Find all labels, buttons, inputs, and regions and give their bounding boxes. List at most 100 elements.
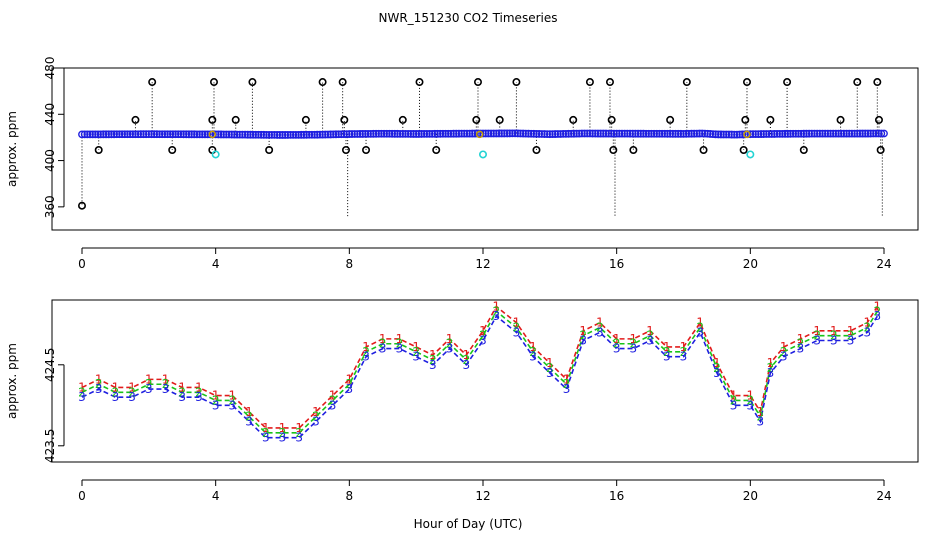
baseline-marker: [711, 130, 720, 139]
baseline-marker: [342, 130, 351, 139]
baseline-marker: [569, 129, 578, 138]
series-2-label: 2: [546, 361, 554, 375]
series-1-label: 1: [412, 340, 420, 354]
baseline-marker: [86, 130, 94, 139]
series-2-label: 2: [830, 329, 838, 343]
baseline-marker: [142, 130, 151, 139]
series-2-label: 2: [178, 385, 186, 399]
baseline-marker: [144, 130, 153, 139]
baseline-marker: [168, 130, 177, 139]
baseline-marker: [866, 129, 875, 138]
baseline-marker: [302, 130, 311, 139]
baseline-marker: [823, 129, 832, 138]
baseline-marker: [388, 129, 397, 138]
baseline-marker: [324, 130, 332, 139]
baseline-marker: [545, 130, 554, 139]
baseline-marker: [674, 129, 683, 138]
series-1-label: 1: [696, 316, 704, 330]
baseline-marker: [765, 130, 773, 138]
baseline-marker: [278, 131, 287, 139]
series-1-label: 1: [613, 332, 621, 346]
baseline-marker: [187, 130, 196, 139]
top-y-tick-label: 400: [43, 149, 57, 172]
baseline-marker: [556, 130, 565, 138]
series-3-label: 3: [362, 350, 370, 364]
series-3-label: 3: [630, 342, 638, 356]
spike-marker: [318, 78, 327, 87]
baseline-marker: [283, 131, 292, 139]
baseline-marker: [390, 129, 399, 138]
series-1-label: 1: [329, 389, 337, 403]
baseline-marker: [631, 129, 640, 138]
baseline-marker: [588, 129, 597, 138]
baseline-marker: [158, 130, 167, 139]
top-x-tick-label: 4: [212, 257, 220, 271]
baseline-marker: [404, 130, 413, 138]
top-x-tick-label: 16: [609, 257, 624, 271]
series-3-label: 3: [797, 342, 805, 356]
series-1-label: 1: [128, 380, 136, 394]
spike-marker: [766, 115, 775, 124]
baseline-marker: [139, 130, 148, 139]
series-1-label: 1: [396, 332, 404, 346]
baseline-marker: [393, 129, 402, 138]
baseline-marker: [733, 130, 741, 139]
baseline-marker: [666, 129, 675, 138]
series-3-label: 3: [596, 325, 604, 339]
series-2-label: 2: [412, 345, 420, 359]
baseline-marker: [465, 129, 474, 138]
baseline-marker: [503, 129, 511, 138]
baseline-marker: [219, 130, 228, 139]
series-2-label: 2: [245, 410, 253, 424]
series-2-label: 2: [162, 377, 170, 391]
series-1-label: 1: [446, 332, 454, 346]
spike-marker: [148, 78, 157, 87]
series-3-label: 3: [229, 398, 237, 412]
baseline-marker: [249, 130, 257, 139]
series-2-label: 2: [195, 385, 203, 399]
baseline-marker: [259, 130, 268, 139]
baseline-marker: [273, 131, 282, 139]
series-3-label: 3: [379, 342, 387, 356]
spike-marker: [94, 146, 103, 155]
baseline-marker: [829, 129, 838, 138]
spike-marker: [605, 78, 614, 87]
baseline-marker: [227, 130, 236, 139]
series-3-line: [81, 314, 878, 439]
baseline-marker: [527, 129, 536, 138]
series-2-label: 2: [663, 345, 671, 359]
baseline-marker: [663, 129, 672, 138]
series-1-label: 1: [362, 340, 370, 354]
baseline-marker: [807, 129, 816, 138]
baseline-marker: [366, 129, 375, 138]
spike-marker: [609, 146, 618, 155]
top-y-tick-label: 480: [43, 57, 57, 80]
baseline-marker: [318, 130, 327, 139]
baseline-marker: [880, 129, 888, 138]
baseline-marker: [329, 130, 338, 139]
baseline-marker: [102, 130, 110, 139]
cyan-marker: [211, 150, 220, 159]
spike-marker: [362, 146, 371, 155]
spike-marker: [341, 146, 350, 155]
baseline-marker: [350, 130, 359, 138]
baseline-marker: [489, 129, 498, 138]
spike-marker: [783, 78, 792, 87]
spike-marker: [495, 115, 504, 124]
series-1-label: 1: [646, 324, 654, 338]
baseline-marker: [650, 129, 658, 138]
baseline-marker: [706, 130, 715, 138]
baseline-marker: [668, 129, 677, 138]
baseline-marker: [468, 129, 477, 138]
baseline-marker: [171, 130, 180, 139]
spike-marker: [799, 146, 808, 155]
series-3-label: 3: [713, 366, 721, 380]
top-x-tick-label: 0: [78, 257, 86, 271]
baseline-marker: [543, 130, 552, 139]
series-2-label: 2: [346, 377, 354, 391]
baseline-marker: [195, 130, 204, 139]
series-3-label: 3: [212, 398, 220, 412]
series-2-label: 2: [713, 361, 721, 375]
top-x-tick-label: 24: [876, 257, 891, 271]
